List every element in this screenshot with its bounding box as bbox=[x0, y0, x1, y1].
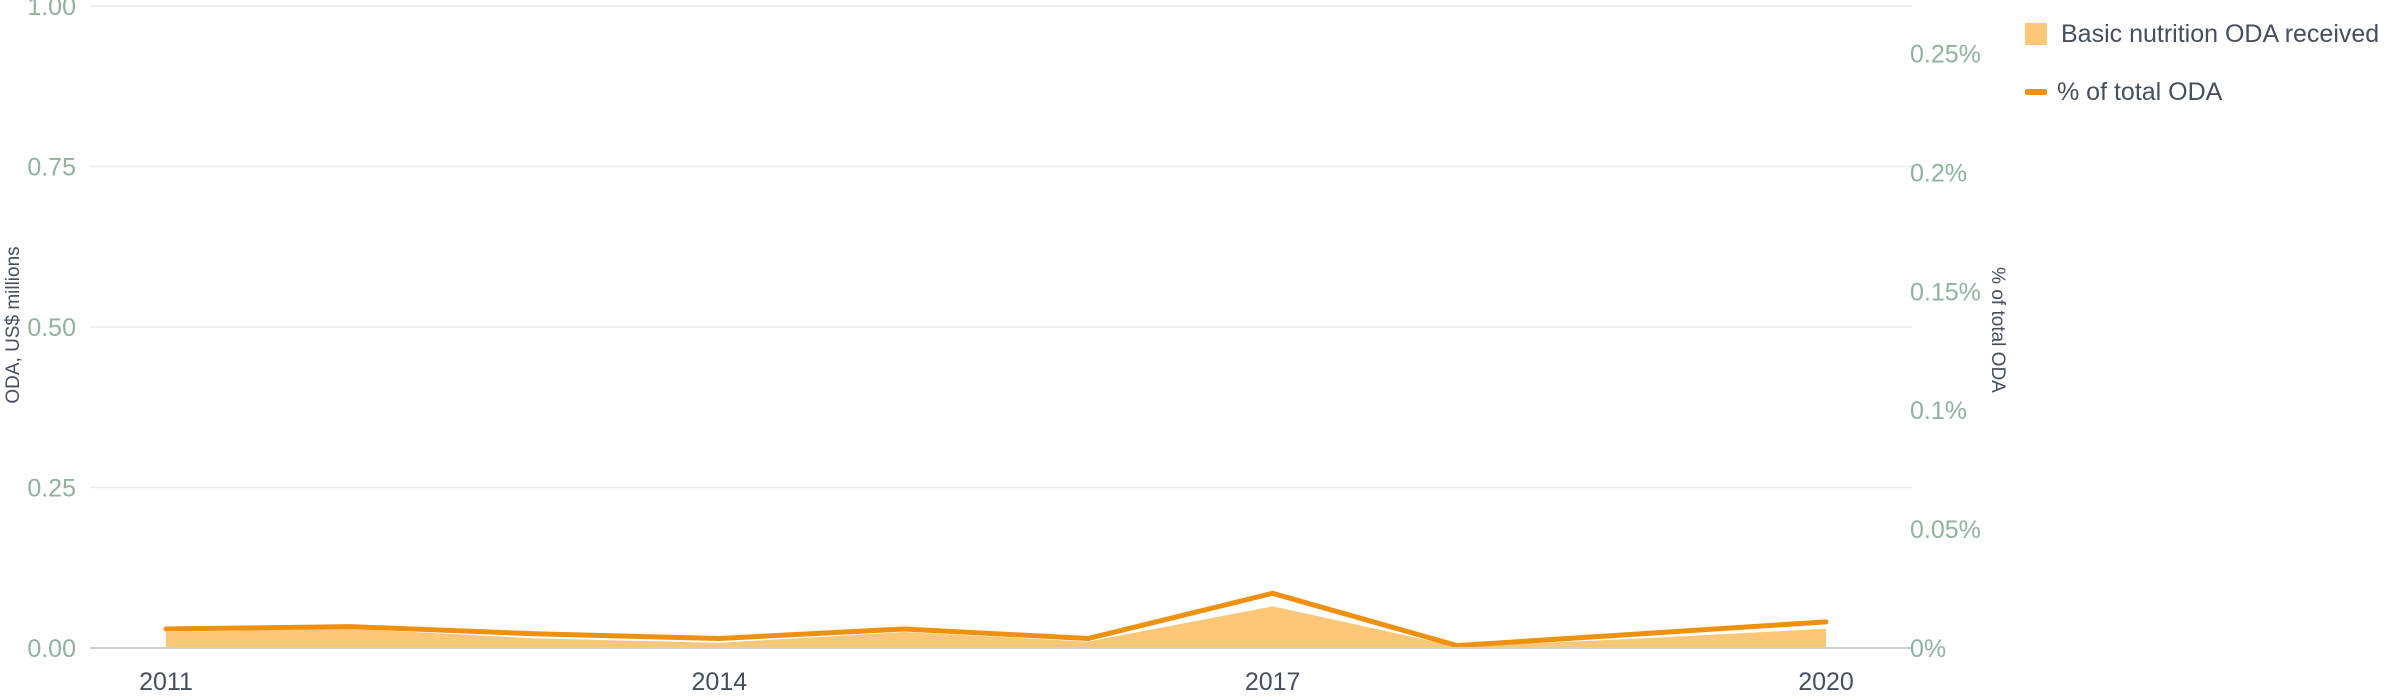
line-series bbox=[163, 590, 1829, 649]
right-tick-label: 0.05% bbox=[1910, 516, 1981, 544]
legend-swatch-line bbox=[2025, 89, 2047, 95]
right-axis-ticks: 0% 0.05% 0.1% 0.15% 0.2% 0.25% bbox=[1910, 41, 1981, 663]
x-tick-label: 2020 bbox=[1798, 668, 1854, 696]
legend-label-line: % of total ODA bbox=[2057, 77, 2223, 106]
left-tick-label: 0.25 bbox=[27, 475, 76, 503]
legend-swatch-area bbox=[2025, 23, 2047, 45]
x-tick-label: 2011 bbox=[139, 668, 193, 696]
x-tick-label: 2017 bbox=[1245, 668, 1301, 696]
left-tick-label: 0.75 bbox=[27, 154, 76, 182]
right-tick-label: 0.2% bbox=[1910, 159, 1967, 187]
right-tick-label: 0% bbox=[1910, 635, 1946, 663]
legend-item-area[interactable]: Basic nutrition ODA received bbox=[2025, 16, 2379, 52]
grid-lines bbox=[90, 5, 1912, 489]
left-tick-label: 0.50 bbox=[27, 314, 76, 342]
right-tick-label: 0.15% bbox=[1910, 278, 1981, 306]
legend: Basic nutrition ODA received % of total … bbox=[2025, 16, 2379, 132]
line-pct-total-oda bbox=[163, 590, 1829, 649]
right-tick-label: 0.25% bbox=[1910, 41, 1981, 69]
left-axis-title: ODA, US$ millions bbox=[3, 246, 24, 403]
x-tick-label: 2014 bbox=[692, 668, 748, 696]
legend-label-area: Basic nutrition ODA received bbox=[2061, 19, 2380, 48]
x-axis-ticks: 2011 2014 2017 2020 bbox=[139, 668, 1854, 696]
right-tick-label: 0.1% bbox=[1910, 397, 1967, 425]
area-basic-nutrition-oda bbox=[166, 606, 1826, 648]
left-tick-label: 0.00 bbox=[27, 635, 76, 663]
left-axis-ticks: 0.00 0.25 0.50 0.75 1.00 bbox=[27, 0, 76, 663]
right-axis-title: % of total ODA bbox=[1987, 267, 2008, 393]
legend-item-line[interactable]: % of total ODA bbox=[2025, 74, 2379, 110]
left-tick-label: 1.00 bbox=[27, 0, 76, 21]
